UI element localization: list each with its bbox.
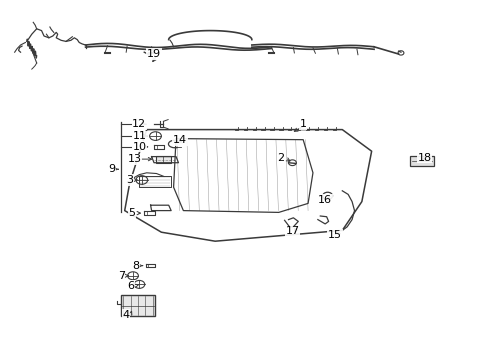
Text: 9: 9 <box>108 164 115 174</box>
Text: 3: 3 <box>126 175 133 185</box>
Bar <box>155 156 171 163</box>
Text: 13: 13 <box>127 154 141 164</box>
Text: 1: 1 <box>299 119 306 129</box>
Text: 18: 18 <box>417 153 430 163</box>
Text: 8: 8 <box>132 261 139 271</box>
Text: 15: 15 <box>327 230 341 240</box>
Text: 4: 4 <box>122 310 129 320</box>
Text: 6: 6 <box>127 281 134 291</box>
Text: 19: 19 <box>147 49 161 59</box>
Text: 2: 2 <box>277 153 284 163</box>
Text: 12: 12 <box>132 119 146 129</box>
Text: 16: 16 <box>318 195 331 205</box>
Text: 17: 17 <box>285 226 299 236</box>
Text: 5: 5 <box>128 208 135 218</box>
Text: 14: 14 <box>173 135 186 145</box>
Text: 11: 11 <box>132 131 146 141</box>
Bar <box>121 295 154 316</box>
FancyBboxPatch shape <box>409 156 433 166</box>
Text: 7: 7 <box>118 271 124 281</box>
Text: 10: 10 <box>132 142 146 152</box>
